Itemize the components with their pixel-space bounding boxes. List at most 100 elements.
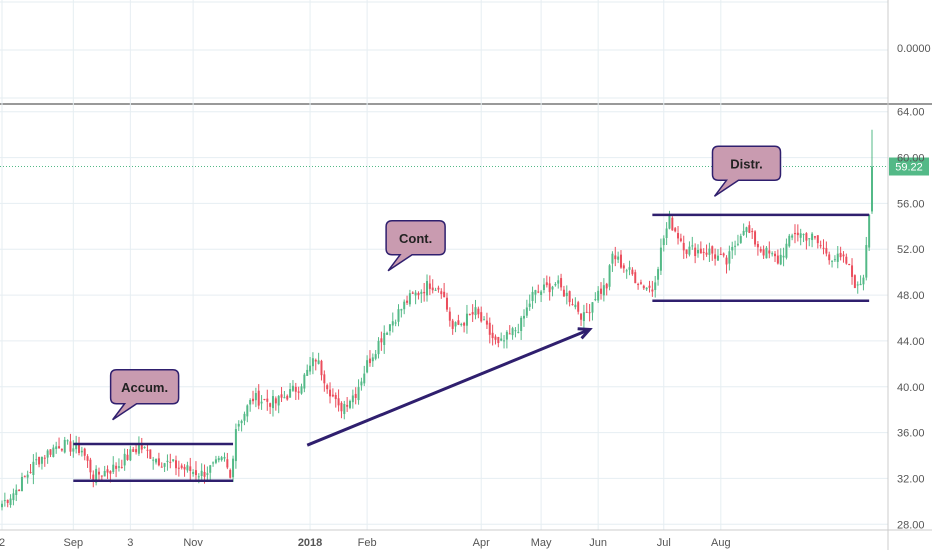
- candle-body: [360, 381, 363, 386]
- candle-body: [280, 394, 283, 398]
- candle-body: [748, 225, 751, 233]
- candle-body: [480, 312, 483, 322]
- candle-body: [257, 390, 260, 406]
- y-tick-label: 44.00: [897, 336, 925, 348]
- candle-body: [212, 462, 215, 464]
- candle-body: [109, 471, 112, 474]
- x-tick-label: Nov: [183, 537, 203, 549]
- candle-body: [314, 359, 317, 362]
- candle-body: [774, 253, 777, 257]
- candle-body: [217, 458, 220, 461]
- candle-body: [574, 304, 577, 308]
- candle-body: [194, 470, 197, 476]
- candle-body: [95, 468, 98, 483]
- candle-body: [274, 398, 277, 404]
- annotations: 59.22 Accum. Cont. Distr.: [0, 145, 929, 482]
- indicator-pane: 0.0000: [897, 43, 931, 55]
- candle-body: [417, 292, 420, 296]
- candle-body: [323, 374, 326, 384]
- candle-body: [791, 235, 794, 238]
- candle-body: [585, 311, 588, 313]
- candle-body: [594, 299, 597, 301]
- candle-body: [52, 447, 55, 457]
- candle-body: [460, 324, 463, 326]
- candle-body: [83, 448, 86, 456]
- candle-body: [762, 249, 765, 256]
- callout-bubble: [385, 220, 446, 272]
- candle-body: [112, 464, 115, 472]
- candle-body: [75, 442, 78, 450]
- candle-body: [157, 458, 160, 466]
- candle-body: [734, 245, 737, 247]
- candle-body: [688, 246, 691, 255]
- candle-body: [677, 233, 680, 239]
- candle-body: [383, 332, 386, 345]
- candle-body: [582, 312, 585, 322]
- y-tick-label: 60.00: [897, 153, 925, 165]
- candle-body: [437, 287, 440, 290]
- candle-body: [106, 469, 109, 473]
- candle-body: [557, 280, 560, 284]
- candle-body: [756, 243, 759, 248]
- candle-body: [528, 303, 531, 307]
- candle-body: [49, 449, 52, 455]
- candle-body: [38, 456, 41, 465]
- candle-body: [448, 311, 451, 321]
- candle-body: [602, 285, 605, 296]
- candle-body: [662, 238, 665, 246]
- candle-body: [537, 291, 540, 293]
- candle-body: [548, 283, 551, 293]
- candle-body: [186, 465, 189, 471]
- candle-body: [540, 291, 543, 295]
- candle-body: [657, 269, 660, 280]
- candle-body: [697, 249, 699, 254]
- candle-body: [269, 403, 272, 407]
- candle-body: [665, 228, 668, 238]
- candle-body: [862, 277, 865, 285]
- candle-body: [736, 243, 739, 245]
- candle-body: [311, 358, 314, 367]
- candle-body: [18, 489, 21, 492]
- x-tick-label: 3: [127, 537, 133, 549]
- candle-body: [754, 231, 757, 245]
- candle-body: [137, 445, 140, 454]
- candle-body: [229, 469, 232, 478]
- candle-body: [859, 283, 862, 286]
- candle-body: [89, 459, 92, 473]
- x-tick-label: Jul: [657, 537, 671, 549]
- candle-body: [380, 338, 383, 343]
- candle-body: [97, 471, 100, 475]
- candle-body: [169, 461, 172, 463]
- candle-body: [214, 459, 217, 463]
- candle-body: [851, 265, 854, 277]
- candle-body: [260, 401, 263, 404]
- y-tick-label: 48.00: [897, 290, 925, 302]
- candle-body: [474, 307, 477, 316]
- candle-body: [15, 489, 18, 495]
- candle-body: [634, 272, 637, 284]
- candle-body: [628, 267, 631, 270]
- candle-body: [702, 251, 705, 253]
- candle-body: [363, 373, 366, 384]
- candle-body: [80, 450, 83, 453]
- candle-body: [668, 215, 671, 229]
- candle-body: [103, 470, 106, 477]
- candle-body: [43, 457, 46, 459]
- y-tick-label: 36.00: [897, 428, 925, 440]
- candle-body: [317, 360, 320, 364]
- candle-body: [839, 252, 842, 258]
- candle-body: [249, 400, 252, 405]
- candle-body: [135, 449, 138, 453]
- candle-body: [126, 454, 129, 460]
- candle-body: [331, 394, 334, 397]
- candle-body: [848, 263, 851, 265]
- grid: [0, 0, 932, 530]
- candle-body: [617, 256, 620, 260]
- candle-body: [254, 393, 257, 401]
- callout-label: Cont.: [399, 231, 432, 246]
- candle-body: [300, 386, 303, 394]
- y-tick-label: 52.00: [897, 244, 925, 256]
